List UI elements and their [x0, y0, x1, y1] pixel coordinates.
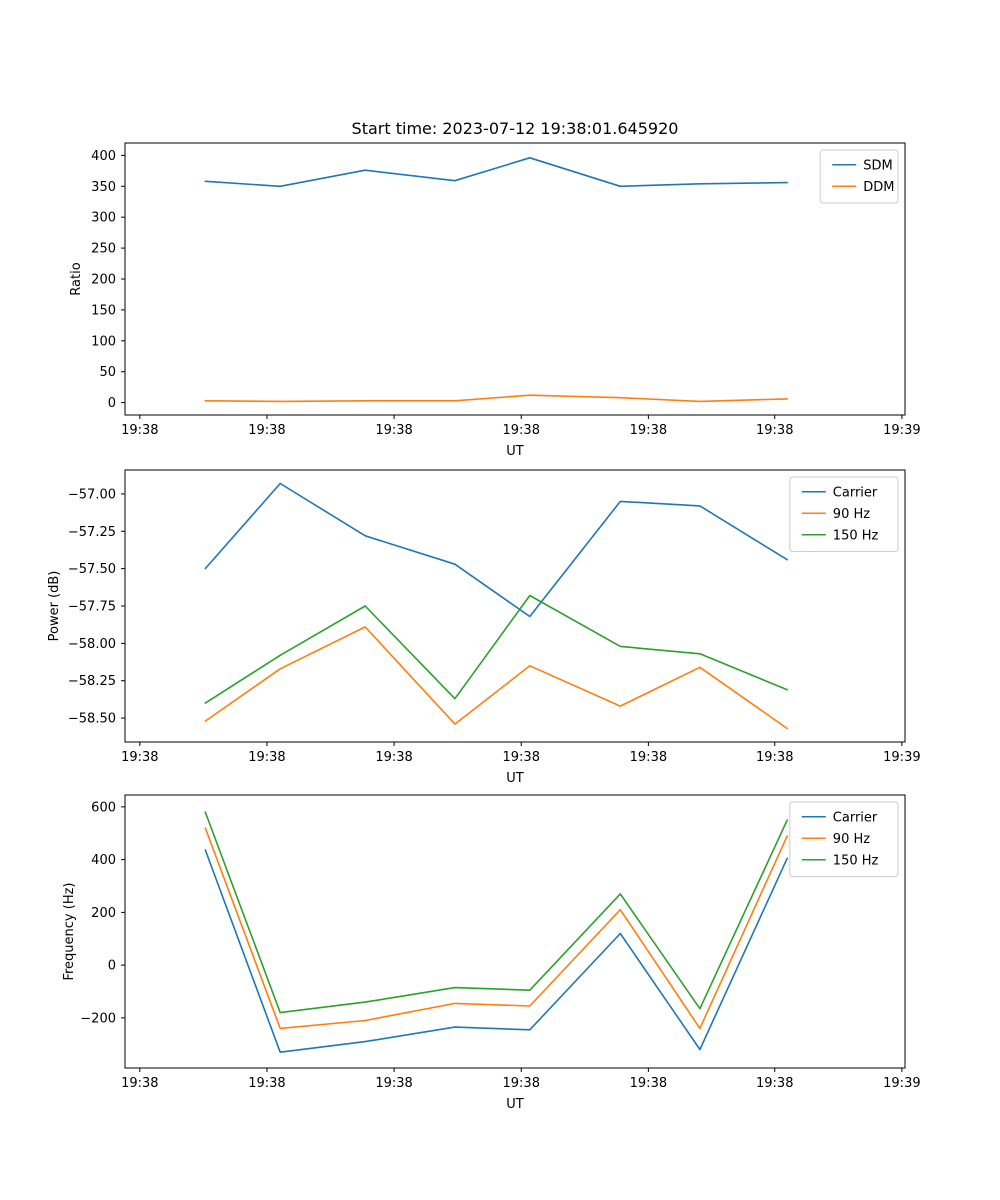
y-tick-label: −58.50 [68, 712, 116, 727]
y-tick-label: −57.50 [68, 562, 116, 577]
y-tick-label: −57.25 [68, 525, 116, 540]
legend-label-150-hz: 150 Hz [833, 528, 879, 543]
y-tick-label: −57.75 [68, 600, 116, 615]
series-line-carrier [204, 482, 789, 618]
x-tick-label: 19:38 [121, 750, 158, 765]
legend-label-90-hz: 90 Hz [833, 832, 870, 847]
x-axis-label: UT [506, 1097, 524, 1112]
x-tick-label: 19:38 [503, 1076, 540, 1091]
legend-frame [789, 476, 899, 552]
y-axis-label: Frequency (Hz) [62, 882, 77, 980]
figure-title: Start time: 2023-07-12 19:38:01.645920 [351, 119, 679, 138]
x-tick-label: 19:38 [248, 1076, 285, 1091]
x-tick-label: 19:39 [883, 1076, 920, 1091]
y-tick-label: 0 [108, 396, 116, 411]
y-tick-label: 600 [91, 800, 116, 815]
legend-label-carrier: Carrier [833, 485, 878, 500]
legend-label-sdm: SDM [863, 158, 892, 173]
series-line-150-hz [204, 594, 789, 704]
x-tick-label: 19:38 [121, 1076, 158, 1091]
x-axis-label: UT [506, 444, 524, 459]
y-tick-label: 350 [91, 180, 116, 195]
legend: SDM DDM [819, 149, 899, 204]
legend-label-ddm: DDM [863, 180, 894, 195]
y-tick-label: 0 [108, 959, 116, 974]
x-tick-label: 19:38 [630, 423, 667, 438]
x-tick-label: 19:38 [503, 750, 540, 765]
x-tick-label: 19:38 [630, 1076, 667, 1091]
y-tick-label: −200 [80, 1011, 116, 1026]
x-tick-label: 19:38 [503, 423, 540, 438]
legend-label-carrier: Carrier [833, 810, 878, 825]
y-tick-label: 250 [91, 242, 116, 257]
x-tick-label: 19:38 [248, 750, 285, 765]
series-line-carrier [204, 849, 789, 1053]
x-tick-label: 19:39 [883, 423, 920, 438]
legend-frame [819, 149, 899, 204]
x-tick-label: 19:38 [375, 1076, 412, 1091]
y-tick-label: −58.25 [68, 674, 116, 689]
subplot-3: −200 0 200 400 600 19:38 19:38 19:38 19:38 19:38 1… [62, 794, 921, 1112]
legend-frame [789, 801, 899, 877]
y-tick-label: 400 [91, 853, 116, 868]
series-line-150-hz [204, 811, 789, 1014]
x-tick-label: 19:38 [121, 423, 158, 438]
subplot-1: 0 50 100 150 200 250 300 350 400 19:38 19:38 19:38 1… [69, 142, 921, 459]
x-tick-label: 19:38 [756, 750, 793, 765]
x-tick-label: 19:38 [756, 423, 793, 438]
legend: Carrier 90 Hz 150 Hz [789, 801, 899, 877]
series-line-sdm [204, 157, 789, 188]
y-tick-label: 100 [91, 334, 116, 349]
axes-frame [124, 794, 906, 1069]
series-line-90-hz [204, 626, 789, 730]
x-tick-label: 19:39 [883, 750, 920, 765]
series-line-ddm [204, 394, 789, 403]
x-tick-label: 19:38 [756, 1076, 793, 1091]
legend: Carrier 90 Hz 150 Hz [789, 476, 899, 552]
y-tick-label: 200 [91, 906, 116, 921]
x-tick-label: 19:38 [630, 750, 667, 765]
y-tick-label: 150 [91, 303, 116, 318]
y-tick-label: −57.00 [68, 487, 116, 502]
x-tick-label: 19:38 [375, 423, 412, 438]
x-axis-label: UT [506, 771, 524, 786]
y-axis-label: Power (dB) [47, 571, 62, 642]
y-tick-label: −58.00 [68, 637, 116, 652]
y-axis-label: Ratio [69, 262, 84, 295]
y-tick-label: 50 [99, 365, 116, 380]
legend-label-90-hz: 90 Hz [833, 507, 870, 522]
subplot-2: −58.50 −58.25 −58.00 −57.75 −57.50 −57.25 −57.… [47, 469, 921, 786]
legend-label-150-hz: 150 Hz [833, 853, 879, 868]
y-tick-label: 300 [91, 211, 116, 226]
x-tick-label: 19:38 [248, 423, 285, 438]
y-tick-label: 400 [91, 149, 116, 164]
series-line-90-hz [204, 827, 789, 1030]
x-tick-label: 19:38 [375, 750, 412, 765]
y-tick-label: 200 [91, 273, 116, 288]
